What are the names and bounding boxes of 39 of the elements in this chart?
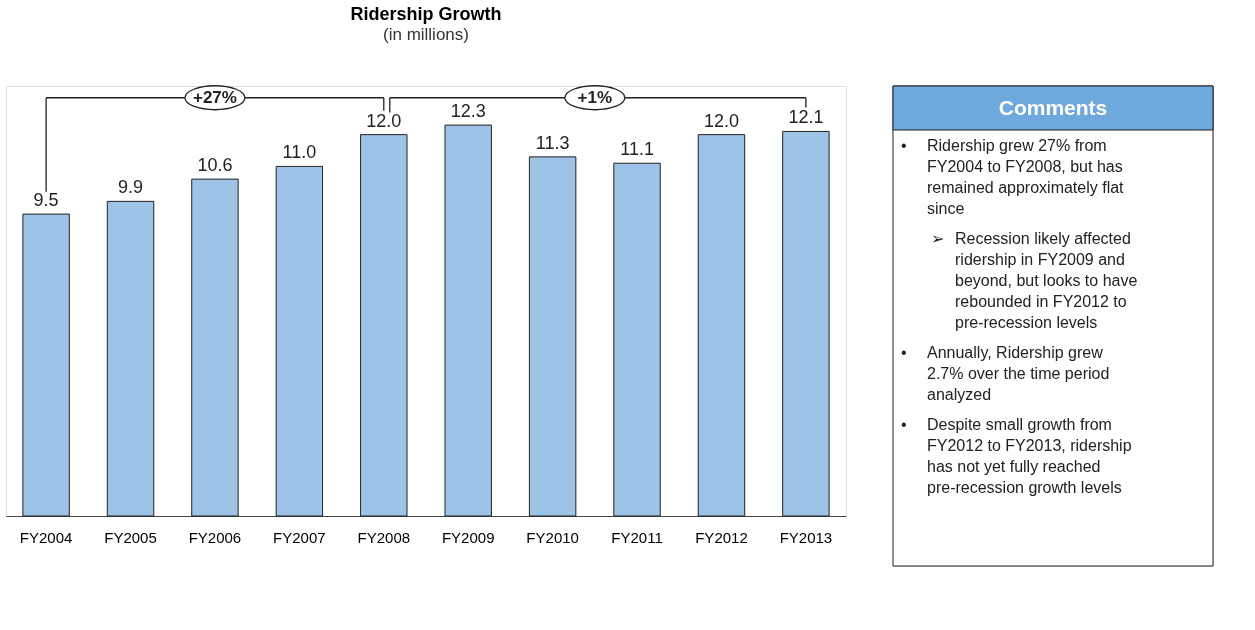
bar xyxy=(444,124,492,517)
data-label: 11.1 xyxy=(620,139,654,160)
data-label: 10.6 xyxy=(197,155,233,176)
x-tick-label: FY2010 xyxy=(526,528,579,546)
bar xyxy=(528,156,577,517)
chart-title: Ridership Growth xyxy=(350,4,502,25)
data-label: 12.0 xyxy=(366,110,402,131)
bar xyxy=(191,178,239,517)
chart-subtitle: (in millions) xyxy=(383,25,469,45)
bar xyxy=(360,134,408,517)
bar xyxy=(106,200,155,517)
x-tick-label: FY2005 xyxy=(104,528,157,546)
data-label: 12.3 xyxy=(450,101,486,122)
x-tick-label: FY2007 xyxy=(273,528,326,546)
x-tick-label: FY2004 xyxy=(19,528,73,546)
bar xyxy=(275,165,324,517)
x-tick-label: FY2009 xyxy=(441,528,495,546)
data-label: 12.0 xyxy=(703,110,739,131)
data-label: 9.5 xyxy=(33,190,59,211)
data-label: 12.1 xyxy=(788,107,824,128)
data-label: 9.9 xyxy=(118,177,144,198)
text: Comments xyxy=(998,96,1108,119)
text: +27% xyxy=(192,87,237,107)
x-tick-label: FY2013 xyxy=(779,528,833,546)
bar xyxy=(613,162,661,517)
text: • Ridership grew 27% from FY2004 to FY2008, but has remained approximately flat since xyxy=(901,137,1124,217)
x-tick-label: FY2006 xyxy=(188,528,242,546)
x-tick-label: FY2008 xyxy=(357,528,411,546)
data-label: 11.0 xyxy=(282,142,317,163)
text: • Annually, Ridership grew 2.7% over the time period analyzed xyxy=(901,344,1110,403)
bar xyxy=(782,130,830,517)
x-tick-label: FY2012 xyxy=(695,528,748,546)
bar xyxy=(22,213,70,517)
text: ➢ Recession likely affected ridership in FY2009 and beyond, but looks to have rebounded in FY2012 to pre-recession levels xyxy=(931,230,1138,331)
x-tick-label: FY2011 xyxy=(611,528,663,546)
bar xyxy=(697,134,746,517)
text: +1% xyxy=(577,87,613,107)
data-label: 11.3 xyxy=(535,132,570,153)
text: • Despite small growth from FY2012 to FY2013, ridership has not yet fully reached pre-recession growth levels xyxy=(901,416,1132,496)
